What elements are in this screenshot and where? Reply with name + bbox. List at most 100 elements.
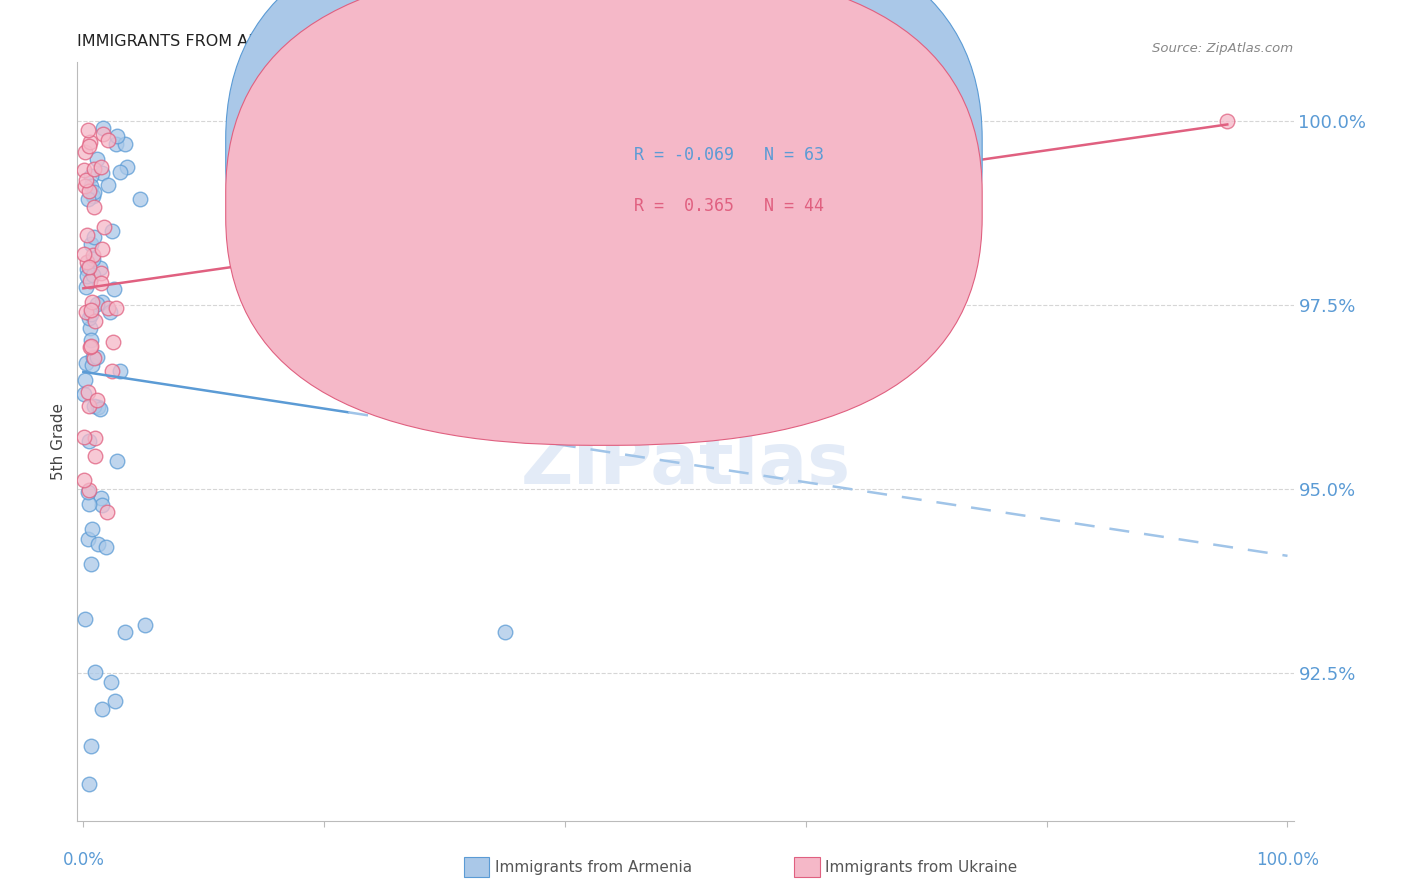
Point: [108, 364, 131, 378]
Point: [101, 224, 124, 238]
FancyBboxPatch shape: [564, 116, 856, 248]
Point: [75, 305, 97, 319]
Point: [83, 449, 105, 463]
Point: [75, 356, 97, 370]
Point: [104, 301, 127, 315]
Point: [77, 532, 100, 546]
Point: [91, 498, 114, 512]
Text: N = 44: N = 44: [765, 197, 824, 216]
Point: [87, 401, 110, 415]
Point: [76, 384, 98, 399]
Point: [129, 192, 152, 206]
Point: [96, 540, 118, 554]
Point: [96, 504, 118, 518]
Point: [100, 675, 122, 690]
Text: R =  0.365: R = 0.365: [634, 197, 734, 216]
Point: [97, 178, 120, 193]
Point: [75, 373, 97, 387]
Point: [76, 228, 98, 243]
Point: [73, 473, 96, 487]
Point: [84, 431, 107, 445]
FancyBboxPatch shape: [226, 0, 983, 392]
Text: ZIPatlas: ZIPatlas: [520, 430, 851, 499]
Point: [83, 399, 105, 413]
Point: [80, 739, 103, 754]
Point: [73, 247, 96, 261]
Point: [76, 268, 98, 283]
Text: N = 63: N = 63: [765, 146, 824, 164]
Point: [80, 557, 103, 571]
Point: [84, 665, 107, 680]
Point: [90, 491, 112, 505]
Point: [86, 152, 108, 166]
Point: [80, 237, 103, 252]
Point: [86, 296, 108, 310]
Text: Immigrants from Ukraine: Immigrants from Ukraine: [825, 860, 1018, 874]
Point: [77, 485, 100, 500]
Point: [80, 333, 103, 347]
Point: [90, 160, 112, 174]
Point: [105, 128, 128, 143]
Point: [79, 274, 101, 288]
Point: [79, 139, 101, 153]
Point: [75, 280, 97, 294]
Point: [90, 166, 112, 180]
Point: [91, 295, 114, 310]
Point: [115, 160, 138, 174]
Point: [93, 219, 115, 234]
Point: [76, 254, 98, 268]
Point: [79, 135, 101, 149]
Point: [91, 121, 114, 136]
Point: [83, 200, 105, 214]
Text: 100.0%: 100.0%: [1256, 851, 1319, 869]
Point: [89, 402, 111, 417]
Point: [97, 133, 120, 147]
Point: [108, 165, 131, 179]
Point: [100, 364, 122, 378]
Text: Immigrants from Armenia: Immigrants from Armenia: [495, 860, 692, 874]
Text: R = -0.069: R = -0.069: [634, 146, 734, 164]
Point: [87, 536, 110, 550]
Point: [114, 625, 136, 640]
Point: [79, 340, 101, 354]
Point: [73, 612, 96, 626]
Point: [105, 454, 128, 468]
Y-axis label: 5th Grade: 5th Grade: [51, 403, 66, 480]
Point: [73, 430, 96, 444]
Point: [86, 393, 108, 408]
Point: [90, 276, 112, 290]
Point: [134, 618, 156, 632]
Point: [79, 169, 101, 184]
Point: [90, 702, 112, 716]
Point: [77, 434, 100, 449]
Point: [82, 350, 104, 364]
Point: [79, 321, 101, 335]
Point: [83, 161, 105, 176]
Point: [104, 694, 127, 708]
Point: [82, 189, 104, 203]
Point: [82, 268, 104, 282]
Point: [73, 163, 96, 178]
Point: [77, 483, 100, 497]
Point: [79, 178, 101, 193]
Point: [76, 192, 98, 206]
Point: [91, 128, 114, 142]
Point: [76, 262, 98, 277]
Point: [80, 302, 103, 317]
Point: [97, 301, 120, 315]
Point: [86, 350, 108, 364]
Point: [83, 351, 105, 366]
Point: [100, 305, 122, 319]
Point: [77, 260, 100, 275]
Point: [73, 179, 96, 194]
Point: [77, 122, 100, 136]
Point: [89, 261, 111, 276]
Point: [103, 282, 125, 296]
Point: [83, 230, 105, 244]
Point: [73, 386, 96, 401]
Point: [104, 137, 127, 152]
Point: [83, 185, 105, 199]
Point: [80, 522, 103, 536]
Text: IMMIGRANTS FROM ARMENIA VS IMMIGRANTS FROM UKRAINE 5TH GRADE CORRELATION CHART: IMMIGRANTS FROM ARMENIA VS IMMIGRANTS FR…: [77, 34, 851, 49]
Point: [101, 335, 124, 350]
